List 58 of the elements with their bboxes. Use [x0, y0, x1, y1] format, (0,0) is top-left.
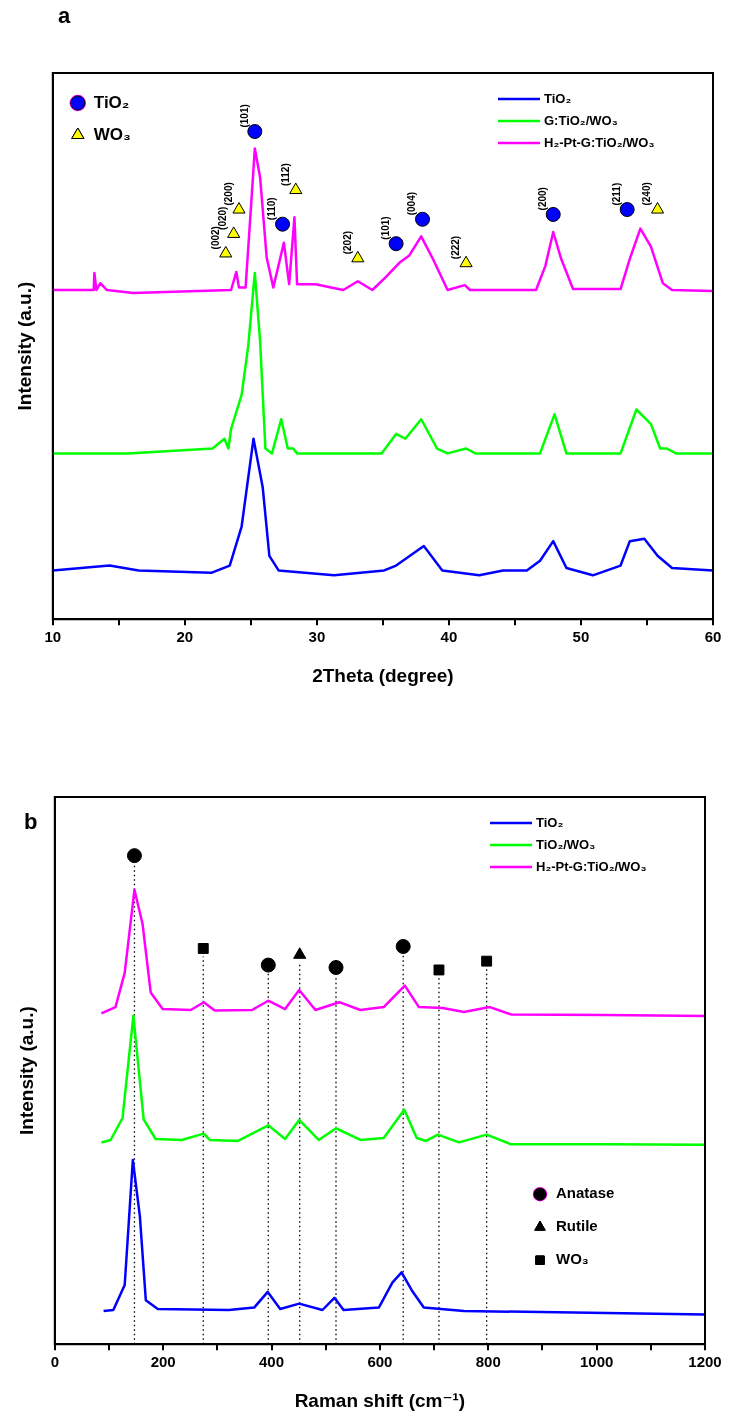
annotation: (222) [449, 235, 461, 260]
legend-label: Anatase [556, 1184, 615, 1202]
annotation: (112) [279, 163, 291, 187]
legend-label: H₂-Pt-G:TiO₂/WO₃ [536, 858, 647, 874]
point [275, 216, 291, 232]
point [415, 211, 431, 227]
legend-label: WO₃ [93, 124, 131, 144]
x-tick-label: 40 [440, 628, 458, 646]
x-tick-label: 400 [259, 1353, 285, 1371]
point [293, 947, 307, 959]
legend-label: WO₃ [556, 1250, 589, 1268]
x-tick-label: 20 [176, 628, 194, 646]
annotation: (004) [406, 191, 418, 216]
legend-label: TiO₂ [544, 90, 572, 106]
point [260, 957, 276, 973]
point [351, 250, 365, 263]
point [126, 848, 142, 864]
legend-label: G:TiO₂/WO₃ [544, 112, 618, 128]
legend-label: H₂-Pt-G:TiO₂/WO₃ [544, 134, 655, 150]
x-tick-label: 200 [150, 1353, 176, 1371]
annotation: (211) [610, 182, 622, 206]
x-tick-label: 800 [475, 1353, 501, 1371]
y-axis-title: Intensity (a.u.) [15, 1006, 37, 1135]
chart-title: b [24, 809, 38, 835]
point [650, 202, 665, 214]
point [459, 255, 473, 268]
point [227, 226, 241, 238]
x-tick-label: 0 [50, 1353, 59, 1371]
legend-label: TiO₂ [536, 814, 564, 830]
y-axis-title: Intensity (a.u.) [13, 281, 35, 411]
x-tick-label: 1200 [688, 1353, 722, 1371]
point [433, 964, 445, 976]
annotation: (200) [536, 187, 548, 211]
annotation: (200) [222, 182, 234, 206]
x-axis-title: 2Theta (degree) [312, 664, 454, 686]
x-tick-label: 60 [704, 628, 722, 646]
point [197, 943, 209, 954]
chart-title: a [58, 3, 71, 29]
x-axis-title: Raman shift (cm⁻¹) [294, 1389, 466, 1411]
annotation: (202) [341, 230, 353, 255]
point [289, 182, 303, 195]
point [219, 245, 233, 258]
x-tick-label: 50 [572, 628, 590, 646]
legend-label: Rutile [556, 1217, 598, 1235]
point [232, 202, 246, 214]
x-tick-label: 10 [44, 628, 62, 646]
legend-label: TiO₂/WO₃ [536, 836, 596, 852]
legend-label: TiO₂ [93, 92, 130, 112]
x-tick-label: 30 [308, 628, 326, 646]
point [328, 960, 344, 976]
point [395, 939, 411, 954]
annotation: (101) [379, 216, 391, 240]
x-tick-label: 1000 [579, 1353, 614, 1371]
x-tick-label: 600 [367, 1353, 393, 1371]
annotation: (240) [641, 182, 653, 206]
point [481, 955, 493, 967]
annotation: (110) [266, 197, 278, 221]
annotation: (101) [238, 104, 250, 128]
